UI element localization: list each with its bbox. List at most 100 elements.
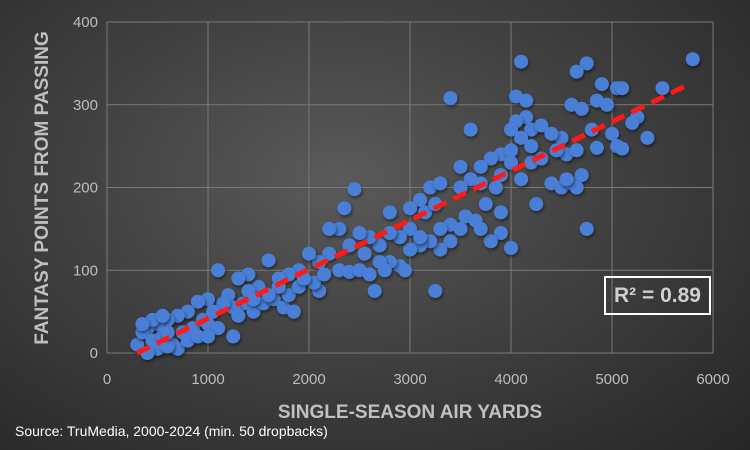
x-axis-title: SINGLE-SEASON AIR YARDS <box>278 402 542 423</box>
data-point <box>226 329 241 344</box>
data-point <box>231 308 246 323</box>
x-tick-label: 2000 <box>292 371 325 388</box>
data-point <box>135 317 150 332</box>
data-point <box>599 97 614 112</box>
data-point <box>569 180 584 195</box>
data-point <box>433 242 448 257</box>
data-point <box>403 242 417 257</box>
y-tick-label: 400 <box>73 14 98 31</box>
data-point <box>524 139 539 154</box>
data-point <box>478 197 493 212</box>
data-point <box>488 180 503 195</box>
data-point <box>332 221 347 236</box>
data-point <box>605 126 619 141</box>
x-tick-label: 5000 <box>595 371 628 388</box>
data-point <box>519 93 534 108</box>
x-tick-label: 4000 <box>494 371 527 388</box>
data-point <box>382 226 397 241</box>
x-tick-label: 0 <box>103 371 111 388</box>
data-point <box>640 130 655 145</box>
data-point <box>160 325 175 340</box>
data-point <box>514 172 529 187</box>
r-squared-text: R² = 0.89 <box>614 283 701 307</box>
y-tick-label: 0 <box>90 345 98 362</box>
data-point <box>286 304 301 319</box>
data-point <box>367 283 382 298</box>
data-point <box>302 246 316 261</box>
data-point <box>443 91 458 106</box>
data-point <box>453 159 468 174</box>
data-point <box>428 283 443 298</box>
trendline <box>135 82 689 356</box>
data-point <box>544 126 559 141</box>
data-point <box>569 64 584 79</box>
data-point <box>362 267 377 282</box>
y-tick-label: 300 <box>73 97 98 114</box>
data-point <box>322 246 337 261</box>
data-point <box>372 238 387 253</box>
data-point <box>433 221 448 236</box>
data-point <box>483 234 498 249</box>
data-point <box>579 221 594 236</box>
data-point <box>201 329 215 344</box>
data-point <box>594 77 609 92</box>
data-point <box>655 81 670 96</box>
data-point <box>514 54 529 69</box>
data-point <box>403 201 417 216</box>
data-point <box>579 56 594 71</box>
data-point <box>483 151 498 166</box>
data-point <box>397 263 412 278</box>
data-point <box>190 329 205 344</box>
data-point <box>463 122 478 137</box>
data-point <box>231 271 246 286</box>
data-point <box>504 240 518 255</box>
data-point <box>246 304 261 319</box>
data-point <box>317 267 332 282</box>
data-point <box>413 230 428 245</box>
data-point <box>453 221 468 236</box>
data-point <box>211 263 226 278</box>
data-point <box>155 308 170 323</box>
data-point <box>453 180 468 195</box>
data-point <box>685 52 700 67</box>
data-point <box>352 226 367 241</box>
data-point <box>529 197 544 212</box>
data-point <box>574 101 589 116</box>
data-point <box>433 176 448 191</box>
data-point <box>615 141 630 156</box>
data-point <box>589 140 604 155</box>
data-point <box>261 253 276 268</box>
data-point <box>160 339 175 354</box>
data-point <box>615 81 630 96</box>
data-point <box>322 221 337 236</box>
data-point <box>357 246 372 261</box>
x-tick-label: 1000 <box>191 371 224 388</box>
data-points <box>130 52 700 360</box>
r-squared-annotation: R² = 0.89 <box>604 276 711 315</box>
x-tick-labels: 0 1000 2000 3000 4000 5000 6000 <box>103 371 730 388</box>
y-axis-title: FANTASY POINTS FROM PASSING <box>32 31 53 345</box>
data-point <box>347 182 362 197</box>
data-point <box>504 122 518 137</box>
data-point <box>504 155 518 170</box>
data-point <box>281 288 296 303</box>
y-tick-label: 100 <box>73 262 98 279</box>
data-point <box>559 172 574 187</box>
data-point <box>413 192 428 207</box>
data-point <box>190 294 205 309</box>
data-point <box>443 234 458 249</box>
y-tick-label: 200 <box>73 180 98 197</box>
data-point <box>504 143 518 158</box>
data-point <box>211 321 226 336</box>
data-point <box>534 118 549 133</box>
data-point <box>569 143 584 158</box>
source-note: Source: TruMedia, 2000-2024 (min. 50 dro… <box>15 423 328 439</box>
data-point <box>514 130 529 145</box>
data-point <box>493 205 508 220</box>
data-point <box>625 115 640 130</box>
x-tick-label: 6000 <box>696 371 729 388</box>
data-point <box>382 205 397 220</box>
data-point <box>574 168 589 183</box>
y-tick-labels: 0 100 200 300 400 <box>73 14 98 362</box>
